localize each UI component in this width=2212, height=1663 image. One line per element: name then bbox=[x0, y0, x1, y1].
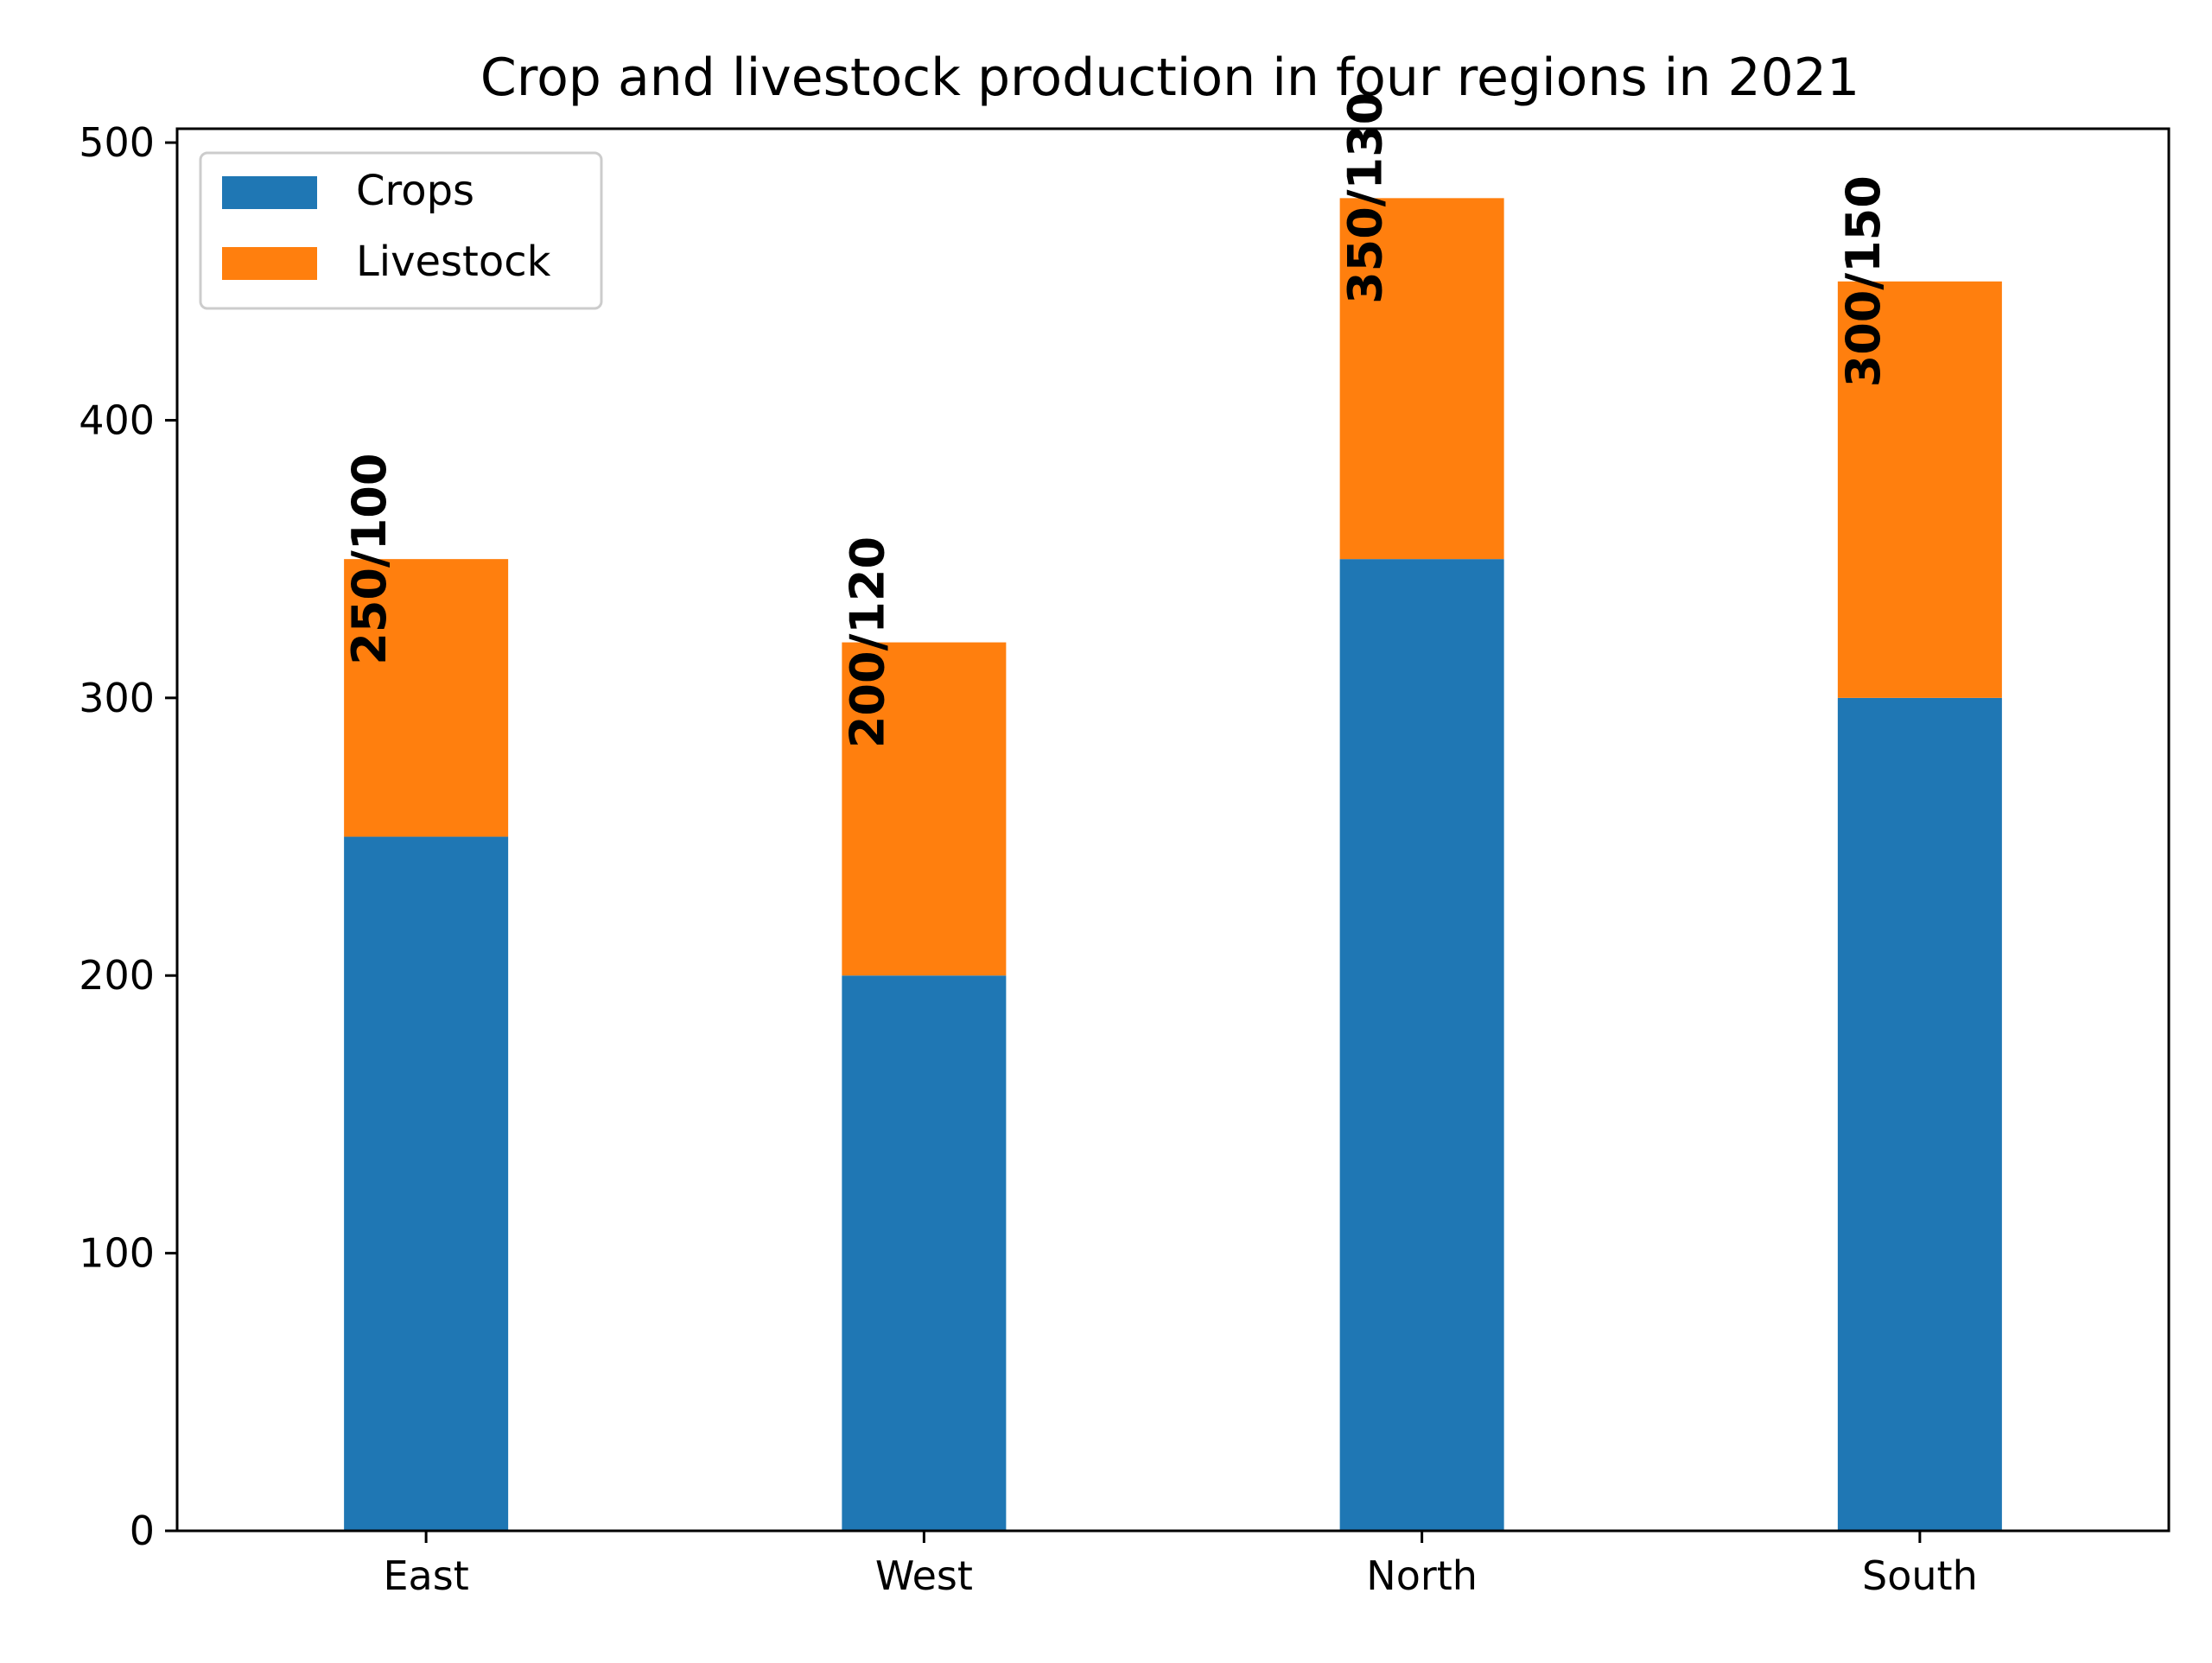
y-tick-label: 500 bbox=[79, 119, 155, 166]
bar-crops-north bbox=[1339, 559, 1504, 1532]
chart-title: Crop and livestock production in four re… bbox=[480, 48, 1859, 108]
legend-label-livestock: Livestock bbox=[356, 238, 551, 286]
y-tick-label: 300 bbox=[79, 675, 155, 721]
axes-group: 0 100 200 300 400 500 East West North South bbox=[79, 119, 2171, 1599]
y-tick-label: 200 bbox=[79, 952, 155, 999]
data-label-north: 350/130 bbox=[1338, 92, 1393, 304]
bar-crops-south bbox=[1837, 697, 2002, 1531]
legend: Crops Livestock bbox=[199, 151, 603, 310]
x-tick-label-west: West bbox=[875, 1552, 973, 1599]
legend-swatch-livestock bbox=[222, 247, 317, 280]
bar-group bbox=[344, 198, 2002, 1532]
y-tick-label: 0 bbox=[130, 1507, 155, 1554]
data-label-east: 250/100 bbox=[342, 454, 397, 665]
bar-crops-east bbox=[344, 836, 509, 1531]
x-tick-label-east: East bbox=[383, 1552, 468, 1599]
legend-swatch-crops bbox=[222, 176, 317, 209]
bar-livestock-east bbox=[344, 559, 509, 837]
plot-frame bbox=[175, 127, 2171, 1533]
x-tick-label-south: South bbox=[1862, 1552, 1978, 1599]
x-tick-label-north: North bbox=[1366, 1552, 1478, 1599]
y-tick-label: 100 bbox=[79, 1230, 155, 1277]
bar-crops-west bbox=[842, 975, 1007, 1531]
data-label-south: 300/150 bbox=[1836, 175, 1891, 387]
bar-livestock-south bbox=[1837, 281, 2002, 698]
bar-livestock-north bbox=[1339, 198, 1504, 560]
y-tick-label: 400 bbox=[79, 397, 155, 443]
legend-label-crops: Crops bbox=[356, 167, 474, 215]
bar-livestock-west bbox=[842, 642, 1007, 976]
data-label-west: 200/120 bbox=[840, 536, 894, 748]
data-label-group: 250/100 200/120 350/130 300/150 bbox=[342, 92, 1891, 748]
